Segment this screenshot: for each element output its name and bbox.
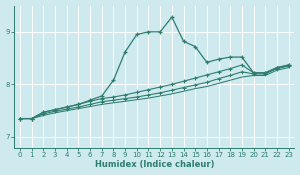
- X-axis label: Humidex (Indice chaleur): Humidex (Indice chaleur): [94, 160, 214, 169]
